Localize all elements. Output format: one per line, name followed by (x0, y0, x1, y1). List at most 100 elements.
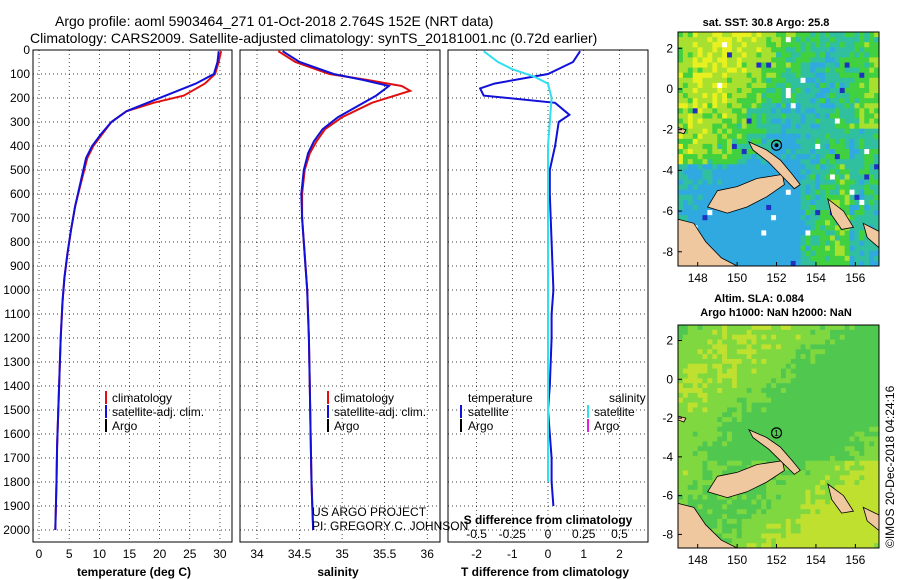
heatmap-cell (722, 426, 728, 433)
heatmap-cell (771, 368, 777, 374)
heatmap-cell (859, 480, 865, 486)
heatmap-cell (785, 47, 792, 53)
heatmap-cell (805, 349, 811, 355)
heatmap-cell (825, 470, 831, 476)
heatmap-cell (761, 543, 767, 549)
heatmap-cell (776, 480, 782, 486)
heatmap-cell (869, 523, 875, 530)
heatmap-cell (869, 460, 875, 466)
heatmap-cell (741, 421, 748, 428)
heatmap-cell (810, 154, 816, 160)
heatmap-cell (834, 118, 841, 124)
heatmap-cell (805, 230, 811, 236)
heatmap-cell (692, 149, 699, 155)
heatmap-cell (810, 108, 816, 114)
heatmap-cell (717, 154, 723, 160)
heatmap-cell (825, 255, 831, 262)
x-top-tick-label: -0.5 (466, 527, 487, 541)
heatmap-cell (717, 47, 723, 53)
heatmap-cell (697, 179, 703, 186)
heatmap-cell (678, 98, 684, 104)
heatmap-cell (839, 47, 846, 53)
heatmap-cell (761, 431, 767, 437)
heatmap-cell (687, 392, 694, 399)
heatmap-cell (697, 164, 703, 170)
heatmap-cell (834, 446, 841, 452)
land-polygon (748, 428, 801, 475)
heatmap-cell (844, 446, 850, 452)
heatmap-cell (790, 62, 797, 69)
heatmap-cell (805, 52, 811, 58)
heatmap-cell (731, 509, 738, 515)
legend-climatology-label: climatology (334, 391, 394, 405)
heatmap-cell (741, 334, 748, 340)
x-tick-label: 35.5 (373, 547, 397, 561)
heatmap-cell (810, 475, 816, 481)
heatmap-cell (751, 77, 757, 84)
heatmap-cell (810, 446, 816, 452)
heatmap-cell (727, 82, 733, 89)
heatmap-cell (810, 149, 816, 155)
heatmap-cell (795, 426, 801, 433)
heatmap-cell (859, 245, 865, 252)
heatmap-cell (825, 98, 831, 104)
heatmap-cell (682, 494, 689, 500)
heatmap-cell (766, 518, 772, 525)
heatmap-cell (859, 154, 865, 160)
heatmap-cell (771, 358, 777, 365)
heatmap-cell (702, 436, 708, 442)
heatmap-cell (678, 103, 684, 109)
heatmap-cell (697, 47, 703, 53)
heatmap-cell (776, 354, 782, 360)
heatmap-cell (854, 392, 860, 399)
heatmap-cell (682, 363, 689, 370)
heatmap-cell (771, 62, 777, 69)
heatmap-cell (761, 225, 767, 231)
heatmap-cell (864, 154, 870, 160)
heatmap-cell (790, 230, 797, 236)
heatmap-cell (815, 123, 821, 130)
heatmap-cell (864, 93, 870, 99)
heatmap-cell (702, 230, 708, 236)
heatmap-cell (800, 230, 806, 236)
heatmap-cell (854, 204, 860, 211)
heatmap-cell (864, 421, 870, 428)
heatmap-cell (678, 378, 684, 384)
heatmap-cell (839, 82, 846, 89)
heatmap-cell (717, 210, 723, 216)
heatmap-cell (776, 62, 782, 69)
heatmap-cell (849, 37, 855, 43)
heatmap-cell (702, 349, 708, 355)
heatmap-cell (815, 489, 821, 496)
heatmap-cell (874, 368, 880, 374)
heatmap-cell (771, 383, 777, 389)
heatmap-cell (736, 32, 743, 38)
heatmap-cell (771, 133, 777, 140)
heatmap-cell (815, 358, 821, 365)
heatmap-cell (712, 118, 718, 124)
heatmap-cell (795, 325, 801, 331)
heatmap-cell (820, 465, 826, 471)
heatmap-cell (790, 210, 797, 216)
heatmap-cell (682, 138, 689, 145)
heatmap-cell (874, 245, 880, 252)
heatmap-cell (790, 225, 797, 231)
heatmap-cell (785, 407, 792, 413)
heatmap-cell (731, 383, 738, 389)
heatmap-cell (844, 255, 850, 262)
heatmap-cell (844, 179, 850, 186)
heatmap-cell (834, 77, 841, 84)
heatmap-cell (839, 32, 846, 38)
heatmap-cell (815, 431, 821, 437)
heatmap-cell (849, 441, 855, 447)
heatmap-cell (692, 210, 699, 216)
heatmap-cell (771, 103, 777, 109)
heatmap-cell (756, 499, 762, 505)
heatmap-cell (800, 460, 806, 466)
heatmap-cell (859, 189, 865, 196)
heatmap-cell (839, 154, 846, 160)
heatmap-cell (751, 441, 757, 447)
heatmap-cell (839, 451, 846, 457)
heatmap-cell (682, 358, 689, 365)
heatmap-cell (844, 230, 850, 236)
